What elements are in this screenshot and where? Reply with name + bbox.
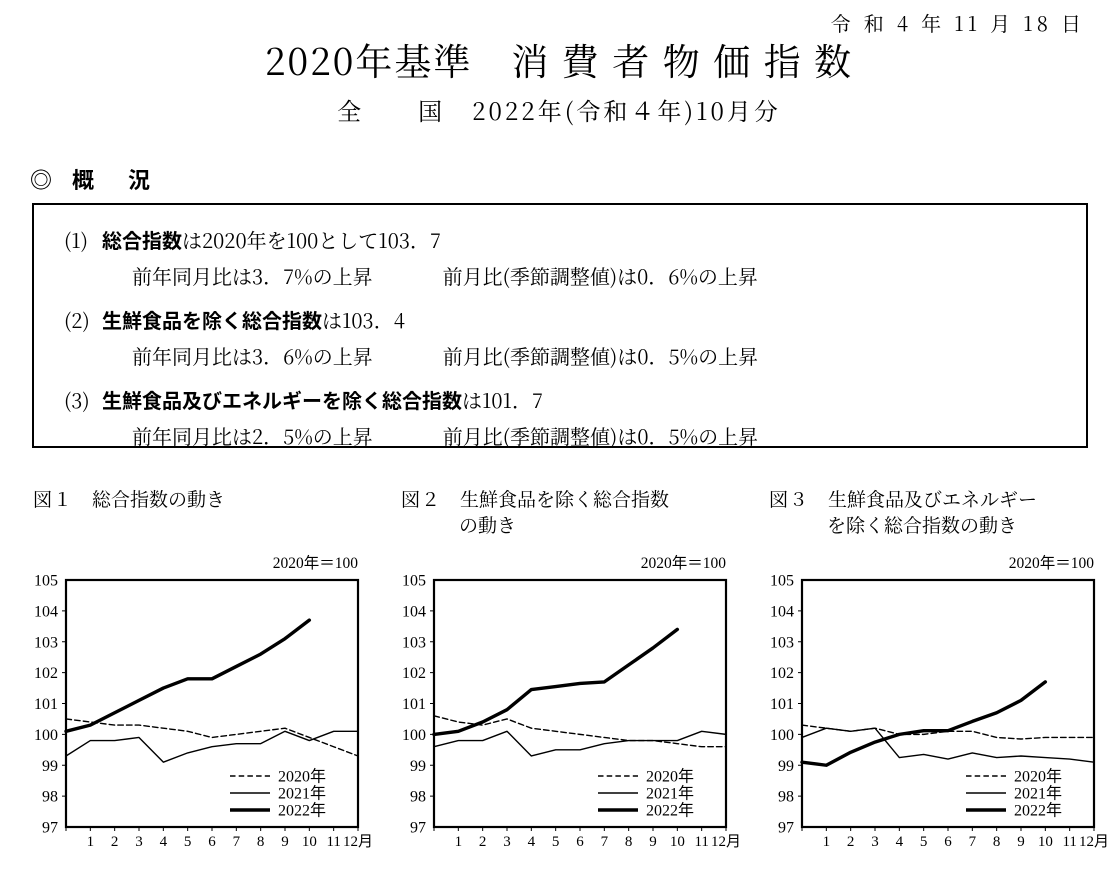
svg-text:2: 2: [111, 834, 119, 850]
svg-text:2021年: 2021年: [278, 785, 326, 803]
svg-text:12月: 12月: [1079, 834, 1109, 850]
svg-text:2: 2: [479, 834, 487, 850]
svg-text:5: 5: [920, 834, 928, 850]
svg-text:2020年＝100: 2020年＝100: [273, 554, 359, 572]
svg-text:2021年: 2021年: [1014, 785, 1062, 803]
svg-text:2022年: 2022年: [278, 802, 326, 820]
svg-text:5: 5: [552, 834, 560, 850]
svg-text:101: 101: [402, 696, 426, 713]
svg-text:11: 11: [694, 834, 708, 850]
svg-text:99: 99: [410, 758, 426, 775]
svg-text:105: 105: [34, 573, 58, 590]
svg-text:2: 2: [847, 834, 855, 850]
svg-text:12月: 12月: [711, 834, 741, 850]
svg-text:10: 10: [302, 834, 317, 850]
svg-text:1: 1: [87, 834, 95, 850]
svg-text:2020年: 2020年: [646, 768, 694, 786]
svg-text:6: 6: [208, 834, 216, 850]
svg-text:8: 8: [993, 834, 1001, 850]
svg-text:98: 98: [42, 789, 58, 806]
svg-text:1: 1: [455, 834, 463, 850]
svg-text:105: 105: [402, 573, 426, 590]
svg-text:12月: 12月: [343, 834, 373, 850]
svg-text:100: 100: [402, 727, 426, 744]
svg-text:2020年＝100: 2020年＝100: [1009, 554, 1095, 572]
svg-text:99: 99: [42, 758, 58, 775]
svg-text:102: 102: [402, 665, 426, 682]
svg-text:7: 7: [233, 834, 241, 850]
svg-text:6: 6: [944, 834, 952, 850]
svg-text:97: 97: [410, 820, 426, 837]
svg-text:7: 7: [969, 834, 977, 850]
svg-text:10: 10: [670, 834, 685, 850]
svg-text:3: 3: [871, 834, 879, 850]
svg-text:104: 104: [770, 603, 794, 620]
svg-text:10: 10: [1038, 834, 1053, 850]
svg-text:102: 102: [34, 665, 58, 682]
svg-text:97: 97: [42, 820, 58, 837]
svg-text:101: 101: [34, 696, 58, 713]
svg-text:4: 4: [896, 834, 904, 850]
svg-text:2020年: 2020年: [1014, 768, 1062, 786]
svg-text:11: 11: [1062, 834, 1076, 850]
svg-text:100: 100: [770, 727, 794, 744]
svg-text:2020年＝100: 2020年＝100: [641, 554, 727, 572]
svg-text:11: 11: [326, 834, 340, 850]
svg-text:2021年: 2021年: [646, 785, 694, 803]
svg-text:103: 103: [402, 634, 426, 651]
svg-text:2022年: 2022年: [1014, 802, 1062, 820]
svg-text:8: 8: [257, 834, 265, 850]
svg-text:101: 101: [770, 696, 794, 713]
svg-text:2022年: 2022年: [646, 802, 694, 820]
svg-text:103: 103: [34, 634, 58, 651]
svg-text:98: 98: [778, 789, 794, 806]
svg-text:102: 102: [770, 665, 794, 682]
svg-text:5: 5: [184, 834, 192, 850]
svg-text:7: 7: [601, 834, 609, 850]
svg-text:99: 99: [778, 758, 794, 775]
svg-text:9: 9: [1017, 834, 1025, 850]
svg-text:3: 3: [503, 834, 511, 850]
svg-text:103: 103: [770, 634, 794, 651]
svg-text:1: 1: [823, 834, 831, 850]
svg-text:6: 6: [576, 834, 584, 850]
svg-text:2020年: 2020年: [278, 768, 326, 786]
svg-text:9: 9: [649, 834, 657, 850]
svg-text:4: 4: [528, 834, 536, 850]
svg-text:8: 8: [625, 834, 633, 850]
svg-text:3: 3: [135, 834, 143, 850]
svg-text:104: 104: [402, 603, 426, 620]
svg-text:4: 4: [160, 834, 168, 850]
svg-text:104: 104: [34, 603, 58, 620]
svg-text:9: 9: [281, 834, 289, 850]
svg-text:100: 100: [34, 727, 58, 744]
svg-text:105: 105: [770, 573, 794, 590]
svg-text:97: 97: [778, 820, 794, 837]
svg-text:98: 98: [410, 789, 426, 806]
